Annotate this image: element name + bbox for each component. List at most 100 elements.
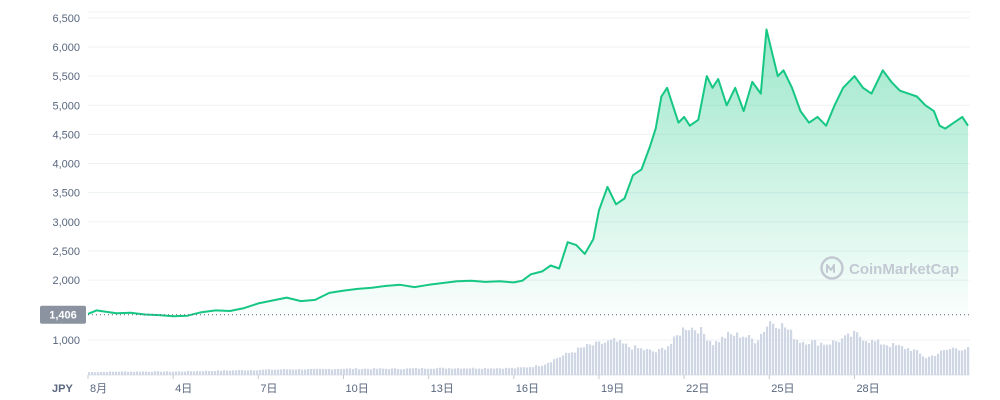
volume-bar xyxy=(751,338,754,375)
volume-bar xyxy=(340,369,343,375)
y-tick-label: 1,000 xyxy=(52,335,80,347)
volume-bar xyxy=(388,369,391,375)
volume-bar xyxy=(403,369,406,375)
volume-bar xyxy=(730,334,733,375)
y-tick-label: 4,000 xyxy=(52,159,80,171)
volume-bars xyxy=(88,321,970,375)
volume-bar xyxy=(964,349,967,375)
volume-bar xyxy=(175,371,178,375)
volume-bar xyxy=(193,371,196,375)
volume-bar xyxy=(859,336,862,375)
volume-bar xyxy=(475,368,478,375)
volume-bar xyxy=(631,349,634,375)
volume-bar xyxy=(496,368,499,375)
volume-bar xyxy=(478,368,481,375)
volume-bar xyxy=(535,365,538,375)
volume-bar xyxy=(514,368,517,375)
volume-bar xyxy=(871,339,874,375)
volume-bar xyxy=(163,371,166,375)
volume-bar xyxy=(484,367,487,375)
volume-bar xyxy=(613,337,616,375)
x-tick-label: 7日 xyxy=(260,383,277,395)
volume-bar xyxy=(385,368,388,375)
volume-bar xyxy=(664,349,667,375)
volume-bar xyxy=(889,346,892,375)
volume-bar xyxy=(826,344,829,375)
volume-bar xyxy=(91,372,94,375)
x-tick-label: 25日 xyxy=(771,383,794,395)
x-axis-ticks: 8月 4日 7日 10日 13日 16日 19日 22日 25日 28日 xyxy=(87,375,880,395)
volume-bar xyxy=(241,370,244,375)
volume-bar xyxy=(376,368,379,375)
volume-bar xyxy=(604,342,607,375)
volume-bar xyxy=(460,368,463,375)
volume-bar xyxy=(487,368,490,375)
y-tick-label: 4,500 xyxy=(52,129,80,141)
volume-bar xyxy=(112,371,115,375)
volume-bar xyxy=(226,370,229,375)
volume-bar xyxy=(937,353,940,375)
volume-bar xyxy=(547,362,550,375)
volume-bar xyxy=(775,328,778,375)
volume-bar xyxy=(472,367,475,375)
volume-bar xyxy=(394,368,397,375)
volume-bar xyxy=(625,343,628,375)
volume-bar xyxy=(646,349,649,375)
volume-bar xyxy=(169,371,172,375)
volume-bar xyxy=(949,349,952,375)
volume-bar xyxy=(259,369,262,375)
volume-bar xyxy=(808,344,811,375)
volume-bar xyxy=(961,350,964,375)
volume-bar xyxy=(493,368,496,375)
volume-bar xyxy=(673,336,676,375)
volume-bar xyxy=(328,368,331,375)
volume-bar xyxy=(322,368,325,375)
volume-bar xyxy=(895,345,898,375)
volume-bar xyxy=(763,331,766,375)
volume-bar xyxy=(733,335,736,375)
volume-bar xyxy=(649,349,652,375)
volume-bar xyxy=(253,370,256,375)
volume-bar xyxy=(214,371,217,375)
price-area xyxy=(88,29,968,317)
volume-bar xyxy=(130,371,133,375)
volume-bar xyxy=(451,368,454,375)
volume-bar xyxy=(100,371,103,375)
y-tick-label: 6,500 xyxy=(52,13,80,25)
volume-bar xyxy=(793,339,796,375)
volume-bar xyxy=(958,350,961,375)
volume-bar xyxy=(343,368,346,375)
price-line-layer xyxy=(87,28,969,318)
volume-bar xyxy=(121,371,124,375)
volume-bar xyxy=(700,327,703,375)
volume-bar xyxy=(769,321,772,375)
volume-bar xyxy=(940,350,943,375)
volume-bar xyxy=(439,367,442,375)
volume-bar xyxy=(334,369,337,375)
volume-bar xyxy=(373,368,376,375)
volume-bar xyxy=(904,349,907,375)
volume-bar xyxy=(643,350,646,375)
reference-label-badge xyxy=(40,305,86,324)
volume-bar xyxy=(358,369,361,375)
price-area-fill xyxy=(88,29,968,317)
volume-bar xyxy=(202,371,205,375)
volume-bar xyxy=(703,333,706,375)
volume-bar xyxy=(211,370,214,375)
volume-bar xyxy=(370,369,373,375)
volume-bar xyxy=(466,368,469,375)
volume-bar xyxy=(571,352,574,375)
volume-bar xyxy=(217,370,220,375)
volume-bar xyxy=(721,336,724,375)
x-tick-label: 10日 xyxy=(345,383,368,395)
volume-bar xyxy=(427,368,430,375)
volume-bar xyxy=(829,344,832,375)
volume-bar xyxy=(745,337,748,375)
volume-bar xyxy=(166,371,169,375)
volume-bar xyxy=(316,368,319,375)
x-tick-label: 4日 xyxy=(175,383,192,395)
volume-bar xyxy=(883,344,886,375)
volume-bar xyxy=(847,333,850,375)
volume-bar xyxy=(118,371,121,375)
volume-bar xyxy=(790,329,793,375)
